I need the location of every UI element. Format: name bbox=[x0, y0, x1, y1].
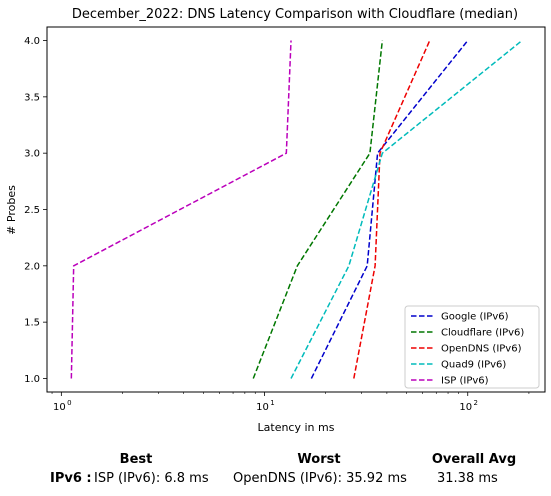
series-line-quad9-ipv6 bbox=[290, 39, 523, 379]
legend-label-opendns-ipv6: OpenDNS (IPv6) bbox=[441, 344, 522, 355]
y-tick-label: 3.0 bbox=[24, 149, 40, 160]
chart-title: December_2022: DNS Latency Comparison wi… bbox=[72, 7, 518, 22]
x-axis-ticks: 10 0 10 1 10 2 bbox=[51, 392, 530, 413]
legend-label-cloudflare-ipv6: Cloudflare (IPv6) bbox=[441, 328, 524, 339]
best-value: ISP (IPv6): 6.8 ms bbox=[94, 471, 209, 486]
x-tick-label: 10 bbox=[256, 402, 269, 413]
x-tick-exponent: 2 bbox=[474, 399, 478, 407]
x-axis-label: Latency in ms bbox=[258, 421, 335, 434]
legend-label-quad9-ipv6: Quad9 (IPv6) bbox=[441, 360, 506, 371]
legend-items: Google (IPv6) Cloudflare (IPv6) OpenDNS (I… bbox=[411, 312, 524, 387]
x-tick-label: 10 bbox=[53, 402, 66, 413]
x-tick-exponent: 1 bbox=[270, 399, 274, 407]
series-layer bbox=[70, 39, 523, 379]
legend-label-google-ipv6: Google (IPv6) bbox=[441, 312, 509, 323]
worst-value: OpenDNS (IPv6): 35.92 ms bbox=[233, 471, 407, 486]
legend-box bbox=[404, 305, 540, 389]
worst-header: Worst bbox=[297, 452, 341, 467]
y-tick-label: 1.5 bbox=[24, 318, 40, 329]
line-chart: December_2022: DNS Latency Comparison wi… bbox=[5, 7, 546, 434]
y-tick-label: 2.5 bbox=[24, 205, 40, 216]
legend: Google (IPv6) Cloudflare (IPv6) OpenDNS (I… bbox=[404, 305, 540, 389]
ipv6-row-label: IPv6 : bbox=[50, 471, 92, 486]
legend-label-isp-ipv6: ISP (IPv6) bbox=[441, 376, 489, 387]
y-tick-label: 3.5 bbox=[24, 92, 40, 103]
series-line-opendns-ipv6 bbox=[353, 40, 431, 379]
best-header: Best bbox=[119, 452, 153, 467]
y-axis-label: # Probes bbox=[5, 185, 18, 235]
y-tick-label: 2.0 bbox=[24, 261, 40, 272]
series-line-cloudflare-ipv6 bbox=[252, 40, 384, 379]
x-tick-label: 10 bbox=[459, 402, 472, 413]
y-tick-label: 1.0 bbox=[24, 374, 40, 385]
y-axis-ticks: 1.0 1.5 2.0 2.5 3.0 3.5 4.0 bbox=[24, 36, 47, 385]
x-tick-exponent: 0 bbox=[67, 399, 71, 407]
y-tick-label: 4.0 bbox=[24, 36, 40, 47]
overall-avg-header: Overall Avg bbox=[431, 452, 517, 467]
overall-avg-value: 31.38 ms bbox=[437, 471, 498, 486]
series-line-isp-ipv6 bbox=[70, 40, 292, 379]
